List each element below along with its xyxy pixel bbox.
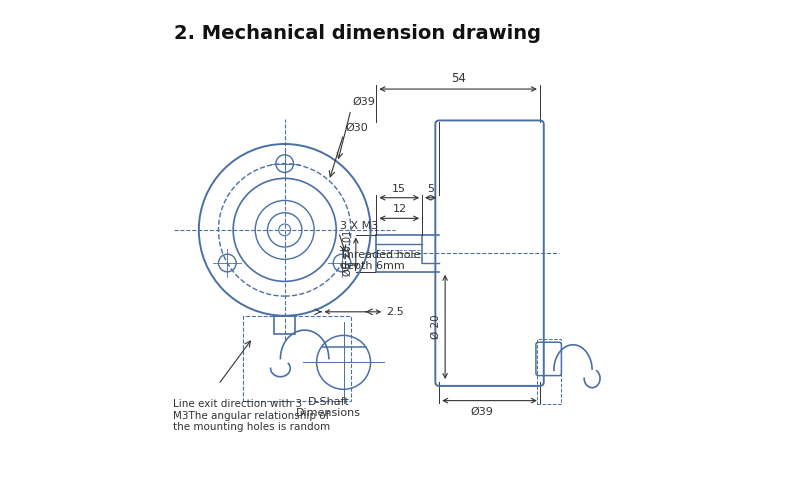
Text: 15: 15 (392, 184, 406, 194)
Text: 54: 54 (450, 72, 466, 85)
Text: 12: 12 (393, 205, 406, 215)
Text: D-Shaft
Dimensions: D-Shaft Dimensions (296, 397, 362, 418)
Text: Ø39: Ø39 (470, 407, 493, 417)
Text: Ø39: Ø39 (353, 97, 375, 107)
Text: 5: 5 (427, 184, 434, 194)
Text: Ø6 ±0.01: Ø6 ±0.01 (343, 230, 353, 276)
Text: Ø 20: Ø 20 (431, 314, 442, 339)
Text: 2. Mechanical dimension drawing: 2. Mechanical dimension drawing (174, 24, 542, 43)
Text: Ø30: Ø30 (345, 123, 368, 133)
Text: Line exit direction with 3
M3The angular relationship of
the mounting holes is r: Line exit direction with 3 M3The angular… (174, 399, 330, 432)
Text: 3 X M3: 3 X M3 (340, 221, 378, 231)
Text: 2.5: 2.5 (386, 307, 404, 317)
Text: Threaded hole
depth 6mm: Threaded hole depth 6mm (340, 250, 421, 271)
Bar (274, 316, 295, 334)
